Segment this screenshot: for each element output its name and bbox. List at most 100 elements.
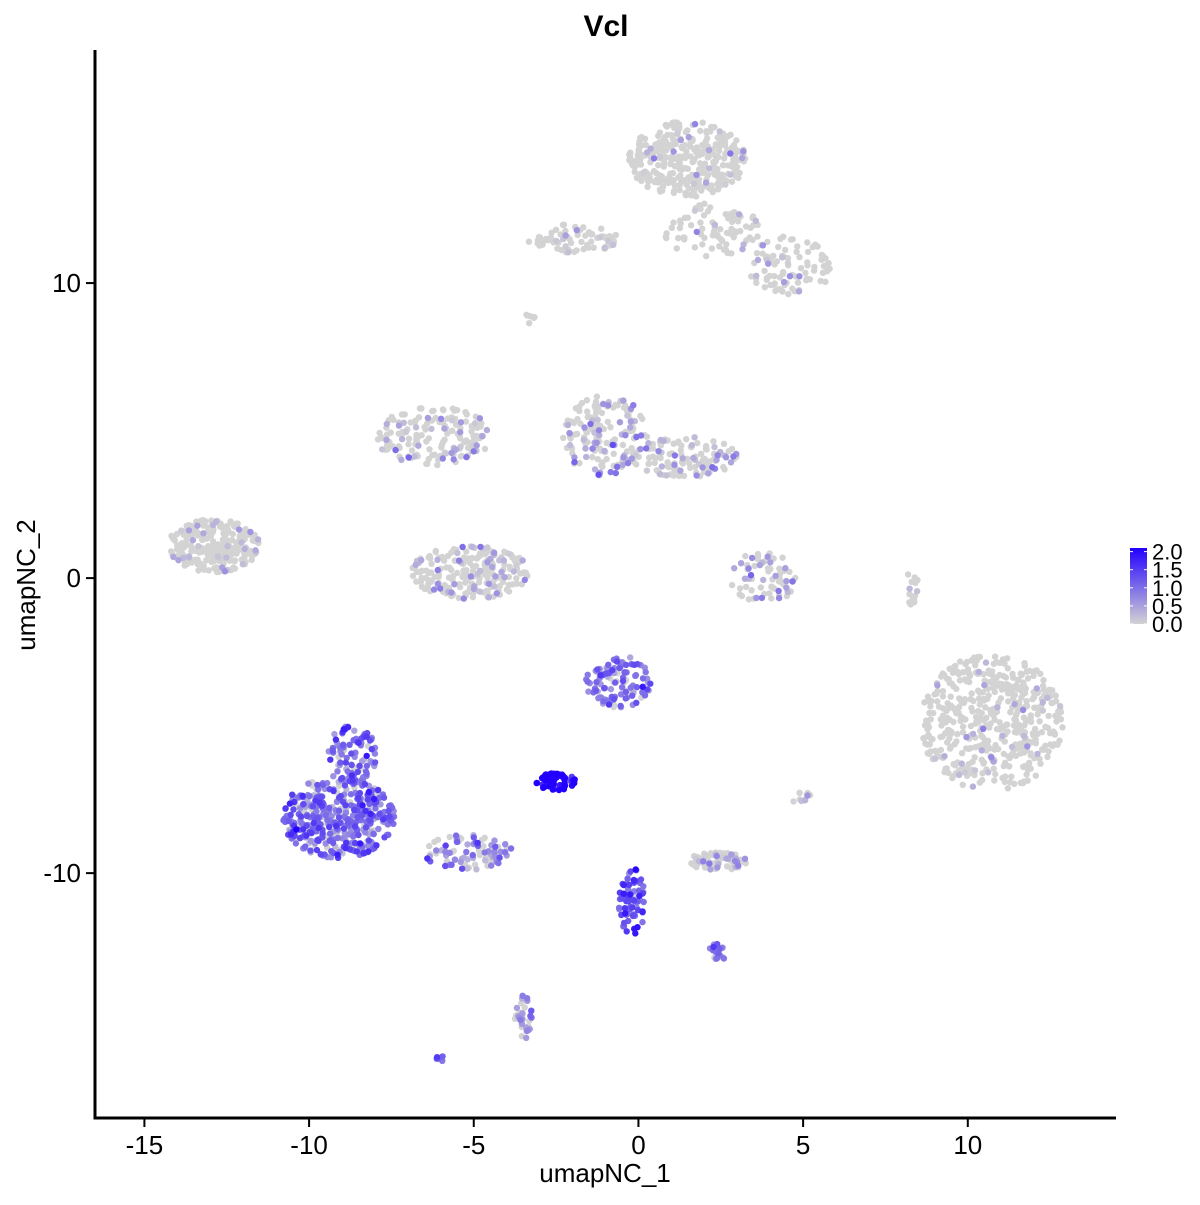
cell-point — [770, 252, 777, 259]
cell-point — [775, 285, 783, 293]
cell-point — [759, 250, 766, 257]
cell-point — [463, 437, 470, 444]
cell-point — [475, 553, 482, 561]
cell-point — [759, 242, 767, 249]
cell-point — [618, 684, 626, 691]
cell-point — [693, 171, 700, 179]
cell-point — [634, 924, 641, 931]
x-axis-label: umapNC_1 — [539, 1158, 671, 1188]
cell-point — [472, 420, 479, 427]
cell-point — [332, 736, 340, 743]
cell-point — [1038, 729, 1046, 736]
colorbar-tick-label: 1.5 — [1152, 558, 1183, 583]
cell-point — [191, 556, 198, 564]
cell-point — [582, 232, 589, 239]
cell-point — [994, 704, 1001, 711]
cell-point — [1020, 732, 1028, 740]
cell-point — [761, 267, 768, 275]
cell-point — [637, 412, 644, 420]
cell-point — [566, 441, 574, 449]
cell-point — [491, 837, 498, 844]
cell-point — [350, 833, 357, 840]
cell-point — [612, 401, 619, 408]
cell-point — [969, 730, 977, 738]
cell-point — [927, 748, 934, 755]
cell-point — [735, 862, 742, 869]
cell-point — [380, 816, 387, 823]
cell-point — [470, 585, 478, 593]
cell-point — [351, 823, 359, 830]
cell-point — [971, 767, 979, 774]
cell-point — [361, 781, 369, 788]
cell-point — [804, 792, 811, 799]
cell-point — [676, 472, 683, 480]
cell-point — [605, 237, 612, 245]
cell-point — [923, 717, 930, 724]
cell-point — [658, 174, 665, 182]
cell-point — [708, 123, 715, 131]
cell-point — [547, 234, 555, 241]
cell-point — [1004, 655, 1011, 662]
cell-point — [969, 783, 977, 790]
cell-point — [1045, 748, 1052, 755]
cell-point — [721, 155, 728, 162]
cell-point — [1033, 685, 1041, 692]
cell-point — [411, 453, 418, 460]
cell-point — [431, 838, 438, 846]
cell-point — [699, 241, 706, 248]
cell-point — [521, 576, 528, 584]
cell-point — [942, 716, 949, 723]
cell-point — [779, 554, 786, 561]
cell-point — [935, 703, 943, 710]
cell-point — [505, 588, 513, 595]
cell-point — [340, 825, 347, 832]
cell-point — [216, 543, 223, 550]
cell-point — [432, 547, 439, 555]
cell-point — [785, 290, 792, 298]
cell-point — [348, 750, 355, 757]
cell-point — [335, 814, 343, 821]
cell-point — [753, 594, 760, 602]
cell-point — [456, 583, 464, 591]
cell-point — [247, 528, 254, 536]
cell-point — [476, 415, 484, 422]
cell-point — [582, 445, 589, 452]
cell-point — [303, 812, 311, 820]
cell-point — [619, 677, 627, 685]
cell-point — [200, 530, 207, 537]
cell-point — [473, 442, 480, 449]
cell-point — [315, 824, 322, 832]
cell-point — [718, 237, 726, 244]
cell-point — [415, 414, 423, 421]
cell-point — [710, 943, 717, 951]
cell-point — [383, 420, 390, 428]
cell-point — [627, 891, 634, 898]
cell-point — [904, 571, 912, 578]
cell-point — [353, 848, 361, 855]
cell-point — [425, 576, 432, 583]
cell-point — [367, 810, 374, 818]
colorbar — [1130, 548, 1147, 624]
cell-point — [639, 909, 646, 916]
cell-point — [644, 183, 651, 190]
cell-point — [313, 846, 321, 854]
cell-point — [474, 839, 481, 847]
cell-point — [594, 666, 601, 673]
cell-point — [446, 564, 453, 571]
cell-point — [513, 1004, 521, 1012]
cell-point — [701, 852, 709, 859]
cell-point — [351, 727, 358, 734]
cell-point — [347, 791, 355, 798]
cell-point — [1018, 694, 1025, 701]
cell-point — [629, 912, 637, 920]
cell-point — [1006, 763, 1013, 770]
cell-point — [248, 556, 255, 564]
cell-point — [650, 167, 658, 175]
cell-point — [728, 163, 736, 170]
cell-point — [741, 855, 749, 862]
cell-point — [631, 661, 638, 668]
cell-point — [748, 273, 755, 280]
cell-point — [330, 773, 337, 780]
cell-point — [326, 830, 334, 837]
cell-point — [553, 237, 560, 245]
